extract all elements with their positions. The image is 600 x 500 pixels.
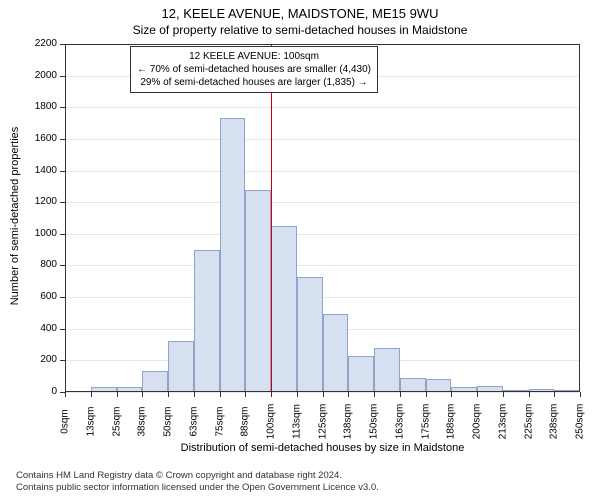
- x-tick-label: 163sqm: [394, 402, 405, 442]
- x-tick: [477, 392, 478, 397]
- plot-border: [65, 44, 580, 392]
- x-tick-label: 125sqm: [317, 402, 328, 442]
- annotation-line1: 12 KEELE AVENUE: 100sqm: [137, 50, 371, 63]
- x-tick: [348, 392, 349, 397]
- annotation-line3: 29% of semi-detached houses are larger (…: [137, 76, 371, 89]
- y-tick-label: 1600: [23, 133, 57, 144]
- x-tick-label: 25sqm: [111, 402, 122, 442]
- x-tick-label: 100sqm: [266, 402, 277, 442]
- x-tick-label: 225sqm: [523, 402, 534, 442]
- x-tick-label: 0sqm: [60, 402, 71, 442]
- y-tick-label: 200: [23, 354, 57, 365]
- y-tick-label: 2000: [23, 70, 57, 81]
- x-tick-label: 200sqm: [472, 402, 483, 442]
- x-tick: [142, 392, 143, 397]
- x-tick: [451, 392, 452, 397]
- chart-title: 12, KEELE AVENUE, MAIDSTONE, ME15 9WU: [0, 0, 600, 21]
- footer-line1: Contains HM Land Registry data © Crown c…: [16, 470, 379, 482]
- chart-subtitle: Size of property relative to semi-detach…: [0, 21, 600, 37]
- x-tick-label: 50sqm: [163, 402, 174, 442]
- x-tick: [374, 392, 375, 397]
- x-tick: [245, 392, 246, 397]
- x-tick-label: 238sqm: [549, 402, 560, 442]
- y-tick-label: 1800: [23, 101, 57, 112]
- y-tick-label: 1400: [23, 165, 57, 176]
- y-tick-label: 1200: [23, 196, 57, 207]
- x-tick: [220, 392, 221, 397]
- x-tick-label: 250sqm: [575, 402, 586, 442]
- footer-attribution: Contains HM Land Registry data © Crown c…: [16, 470, 379, 495]
- x-tick-label: 88sqm: [240, 402, 251, 442]
- x-axis-label: Distribution of semi-detached houses by …: [65, 442, 580, 454]
- footer-line2: Contains public sector information licen…: [16, 482, 379, 494]
- x-tick: [529, 392, 530, 397]
- x-tick-label: 213sqm: [497, 402, 508, 442]
- y-tick-label: 400: [23, 323, 57, 334]
- y-tick-label: 600: [23, 291, 57, 302]
- x-tick-label: 175sqm: [420, 402, 431, 442]
- chart-plot-area: 0200400600800100012001400160018002000220…: [65, 44, 580, 392]
- chart-container: 12, KEELE AVENUE, MAIDSTONE, ME15 9WU Si…: [0, 0, 600, 500]
- x-tick-label: 150sqm: [369, 402, 380, 442]
- x-tick-label: 138sqm: [343, 402, 354, 442]
- x-tick: [400, 392, 401, 397]
- y-tick-label: 0: [23, 386, 57, 397]
- x-tick: [297, 392, 298, 397]
- y-axis-label: Number of semi-detached properties: [9, 66, 21, 366]
- x-tick-label: 63sqm: [188, 402, 199, 442]
- x-tick: [554, 392, 555, 397]
- x-tick: [194, 392, 195, 397]
- y-tick-label: 2200: [23, 38, 57, 49]
- y-tick-label: 1000: [23, 228, 57, 239]
- x-tick: [117, 392, 118, 397]
- annotation-box: 12 KEELE AVENUE: 100sqm ← 70% of semi-de…: [130, 46, 378, 93]
- x-tick: [168, 392, 169, 397]
- x-tick: [580, 392, 581, 397]
- x-tick: [91, 392, 92, 397]
- x-tick: [271, 392, 272, 397]
- x-tick-label: 13sqm: [85, 402, 96, 442]
- y-tick-label: 800: [23, 259, 57, 270]
- x-tick: [65, 392, 66, 397]
- x-tick-label: 188sqm: [446, 402, 457, 442]
- x-tick-label: 75sqm: [214, 402, 225, 442]
- annotation-line2: ← 70% of semi-detached houses are smalle…: [137, 63, 371, 76]
- x-tick-label: 38sqm: [137, 402, 148, 442]
- x-tick: [503, 392, 504, 397]
- x-tick: [426, 392, 427, 397]
- x-tick: [323, 392, 324, 397]
- x-tick-label: 113sqm: [291, 402, 302, 442]
